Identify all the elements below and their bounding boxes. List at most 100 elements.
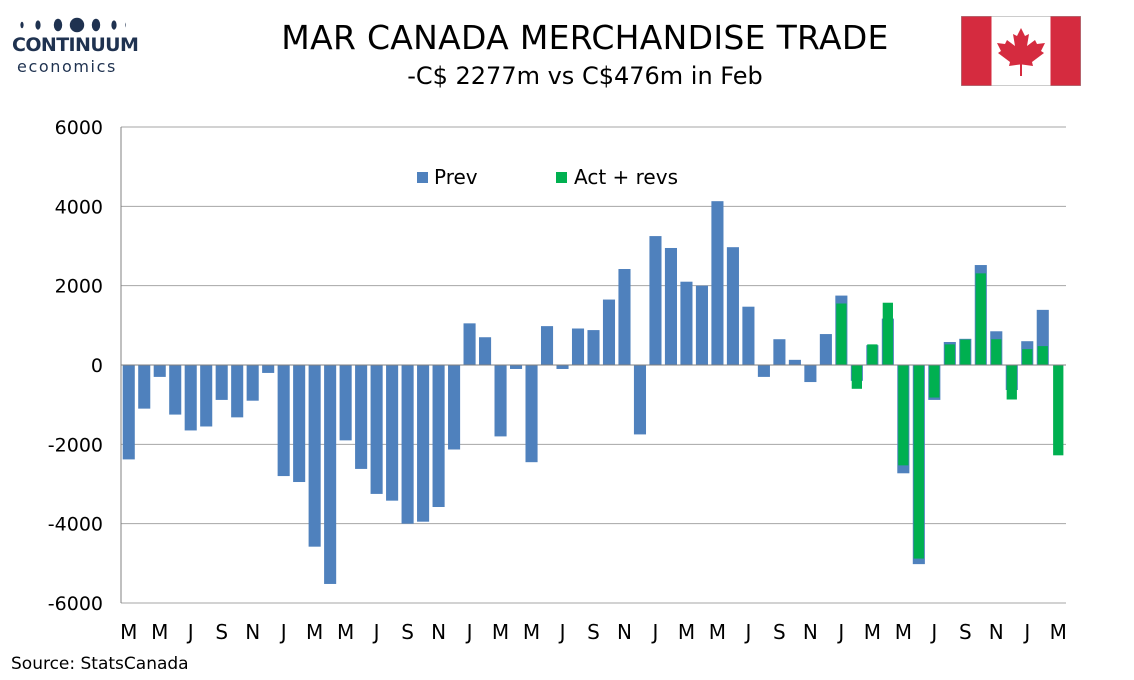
bar-prev — [618, 269, 631, 365]
bar-prev — [308, 365, 321, 547]
y-axis-labels: 6000 4000 2000 0 -2000 -4000 -6000 — [48, 117, 103, 615]
bar-prev — [417, 365, 430, 522]
x-tick-label: M — [1050, 620, 1067, 644]
y-tick-label: -6000 — [48, 593, 103, 615]
chart-subtitle: -C$ 2277m vs C$476m in Feb — [407, 62, 763, 90]
x-tick-label: M — [337, 620, 354, 644]
bar-prev — [757, 365, 770, 377]
bar-prev — [448, 365, 461, 450]
x-tick-label: J — [743, 620, 751, 644]
bar-prev — [122, 365, 135, 460]
legend-swatch-prev — [417, 172, 428, 183]
x-tick-label: N — [245, 620, 260, 644]
x-tick-label: M — [151, 620, 168, 644]
bar-prev — [695, 285, 708, 365]
bar-prev — [324, 365, 337, 584]
legend-swatch-act-revs — [556, 172, 567, 183]
axes — [120, 127, 1066, 603]
x-tick-label: J — [836, 620, 844, 644]
canada-flag-icon — [961, 16, 1081, 86]
x-tick-label: S — [215, 620, 228, 644]
bar-prev — [401, 365, 414, 524]
bar-prev — [293, 365, 306, 483]
x-tick-label: J — [929, 620, 937, 644]
bar-act-revs — [851, 365, 862, 389]
x-tick-label: M — [678, 620, 695, 644]
bar-prev — [525, 365, 538, 463]
bar-act-revs — [975, 273, 986, 365]
bar-act-revs — [1037, 346, 1048, 365]
x-tick-label: S — [587, 620, 600, 644]
x-tick-label: M — [864, 620, 881, 644]
bar-prev — [711, 201, 724, 365]
y-tick-label: 0 — [91, 355, 103, 377]
x-tick-label: J — [651, 620, 659, 644]
bar-prev — [509, 365, 523, 369]
y-tick-label: 6000 — [55, 117, 103, 139]
bar-prev — [788, 359, 801, 365]
bar-prev — [215, 365, 228, 400]
bar-act-revs — [836, 303, 847, 365]
legend: Prev Act + revs — [417, 165, 678, 189]
x-tick-label: M — [492, 620, 509, 644]
bar-prev — [773, 339, 786, 365]
bar-act-revs — [991, 339, 1002, 365]
x-tick-label: N — [617, 620, 632, 644]
x-tick-label: M — [523, 620, 540, 644]
x-tick-label: J — [558, 620, 566, 644]
x-tick-label: S — [959, 620, 972, 644]
chart-title: MAR CANADA MERCHANDISE TRADE — [281, 18, 889, 57]
bar-act-revs — [913, 365, 924, 559]
x-tick-label: M — [895, 620, 912, 644]
bar-act-revs — [960, 339, 971, 365]
x-tick-label: N — [989, 620, 1004, 644]
bars — [122, 201, 1064, 584]
bar-act-revs — [867, 344, 878, 365]
y-tick-label: -4000 — [48, 514, 103, 536]
x-tick-label: J — [186, 620, 194, 644]
bar-prev — [432, 365, 445, 508]
bar-prev — [494, 365, 507, 437]
legend-label-prev: Prev — [434, 165, 478, 189]
logo-brand: CONTINUUM — [12, 34, 139, 56]
bar-act-revs — [882, 302, 893, 365]
x-tick-label: M — [709, 620, 726, 644]
source-note: Source: StatsCanada — [11, 654, 189, 674]
bar-prev — [742, 306, 755, 365]
bar-prev — [556, 365, 569, 369]
bar-prev — [633, 365, 647, 435]
bar-act-revs — [1022, 349, 1033, 365]
bar-prev — [479, 337, 492, 365]
bar-prev — [726, 247, 739, 365]
bar-prev — [602, 299, 616, 365]
x-tick-label: J — [1022, 620, 1030, 644]
bar-act-revs — [1006, 365, 1017, 400]
x-tick-label: N — [431, 620, 446, 644]
bar-prev — [184, 365, 197, 431]
bar-act-revs — [1053, 365, 1064, 456]
legend-label-act-revs: Act + revs — [574, 165, 678, 189]
bar-prev — [339, 365, 352, 441]
logo-dots-icon — [20, 17, 126, 33]
bar-prev — [386, 365, 399, 501]
x-tick-label: J — [372, 620, 380, 644]
bar-prev — [246, 365, 259, 401]
logo-subtext: economics — [17, 57, 117, 76]
bar-prev — [231, 365, 244, 418]
bar-prev — [540, 326, 554, 365]
x-tick-label: J — [465, 620, 473, 644]
bar-prev — [277, 365, 290, 477]
continuum-logo: CONTINUUM economics — [12, 14, 139, 76]
x-tick-label: N — [803, 620, 818, 644]
bar-prev — [370, 365, 383, 494]
bar-prev — [153, 365, 166, 377]
bar-act-revs — [944, 344, 955, 365]
x-tick-label: J — [279, 620, 287, 644]
bar-prev — [138, 365, 151, 409]
bar-prev — [355, 365, 368, 469]
bar-prev — [571, 328, 585, 365]
y-tick-label: -2000 — [48, 434, 103, 456]
bar-prev — [664, 247, 678, 365]
bar-prev — [262, 365, 275, 373]
